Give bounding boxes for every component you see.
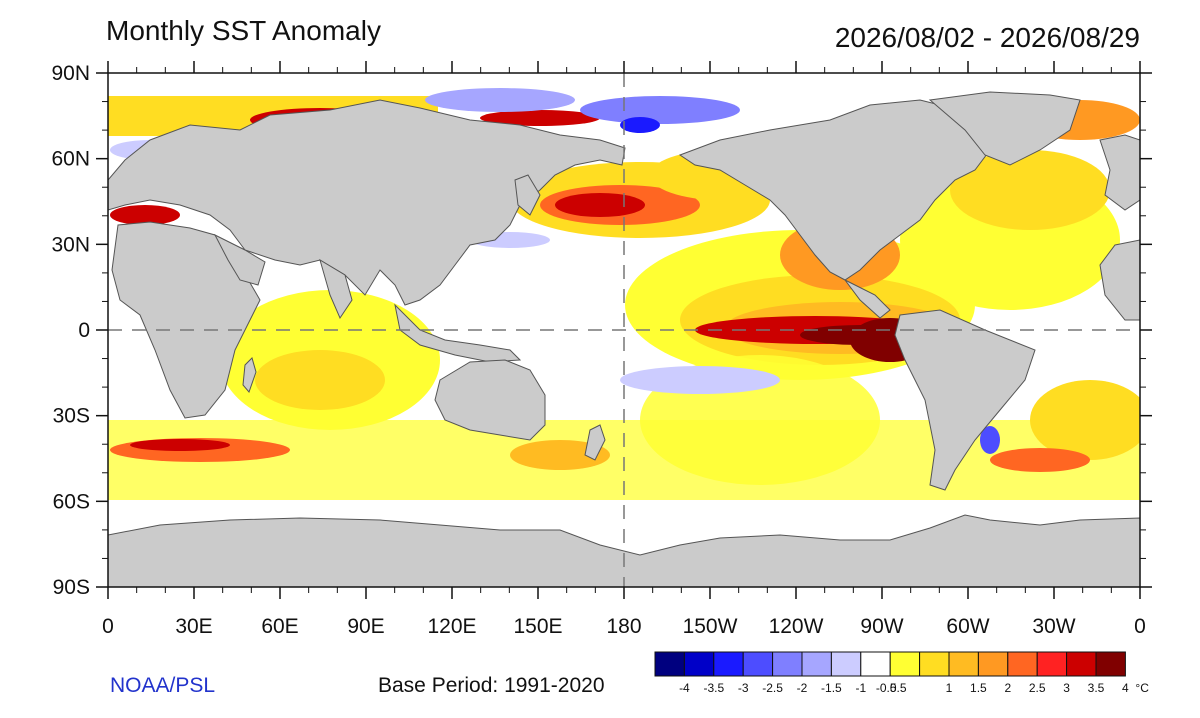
colorbar-tick-label: -3.5 xyxy=(703,681,724,695)
south-america-landmass xyxy=(894,309,1036,491)
warm-anomaly-region xyxy=(950,150,1110,230)
credit-label: NOAA/PSL xyxy=(110,674,215,697)
warm-anomaly-region xyxy=(480,110,600,126)
north-america-landmass xyxy=(678,99,991,281)
colorbar-tick-label: -1.5 xyxy=(821,681,842,695)
colorbar-tick-label: 0.5 xyxy=(890,681,907,695)
australia-landmass xyxy=(434,359,546,441)
madagascar-landmass xyxy=(242,357,257,393)
colorbar-swatch xyxy=(977,651,1009,677)
colorbar-swatch xyxy=(889,651,921,677)
cold-anomaly-region xyxy=(425,88,575,112)
colorbar-tick-label: 1 xyxy=(946,681,953,695)
antarctica-landmass xyxy=(108,514,1140,587)
central-america-landmass xyxy=(844,279,891,319)
base-period-label: Base Period: 1991-2020 xyxy=(378,674,605,697)
colorbar-swatch xyxy=(860,651,891,677)
lon-tick-label: 150W xyxy=(683,615,738,638)
warm-anomaly-region xyxy=(555,193,645,217)
colorbar-swatch xyxy=(683,651,715,677)
colorbar-tick-label: 1.5 xyxy=(970,681,987,695)
colorbar-swatch xyxy=(654,651,685,677)
colorbar-swatch xyxy=(1036,651,1068,677)
lat-tick-label: 90N xyxy=(51,62,90,85)
lat-tick-label: 60S xyxy=(53,490,90,513)
japan-landmass xyxy=(514,174,541,216)
lat-tick-label: 90S xyxy=(53,576,90,599)
lat-tick-label: 60N xyxy=(51,148,90,171)
colorbar-swatch xyxy=(772,651,803,677)
landmasses xyxy=(108,91,1140,587)
lon-tick-label: 90E xyxy=(347,615,384,638)
colorbar-tick-label: 3.5 xyxy=(1088,681,1105,695)
west-africa-landmass xyxy=(1099,239,1140,321)
india-landmass xyxy=(319,258,353,320)
lat-tick-label: 30S xyxy=(53,405,90,428)
colorbar-tick-label: -0.5 xyxy=(876,681,897,695)
warm-anomaly-region xyxy=(510,440,610,470)
lon-tick-label: 30W xyxy=(1032,615,1075,638)
colorbar-tick-label: 2 xyxy=(1004,681,1011,695)
date-range: 2026/08/02 - 2026/08/29 xyxy=(835,22,1140,53)
colorbar-swatch xyxy=(830,651,862,677)
arabia-landmass xyxy=(213,233,266,286)
lon-tick-label: 60E xyxy=(261,615,298,638)
colorbar-swatch xyxy=(948,651,979,677)
colorbar-swatch xyxy=(1095,651,1126,677)
warm-anomaly-region xyxy=(1030,380,1140,460)
colorbar-swatch xyxy=(1007,651,1038,677)
colorbar-swatch xyxy=(742,651,774,677)
colorbar-swatch xyxy=(1066,651,1097,677)
colorbar-swatch xyxy=(801,651,832,677)
lon-tick-label: 90W xyxy=(860,615,903,638)
lon-tick-label: 0 xyxy=(1134,615,1146,638)
lon-tick-label: 120W xyxy=(769,615,824,638)
lon-tick-label: 150E xyxy=(513,615,562,638)
anomaly-field xyxy=(108,88,1140,587)
warm-anomaly-region xyxy=(990,448,1090,472)
latitude-axis: 90N 60N 30N 0 30S 60S 90S xyxy=(51,62,1152,599)
colorbar-tick-label: 4 xyxy=(1122,681,1129,695)
cold-anomaly-region xyxy=(620,117,660,133)
lon-tick-label: 60W xyxy=(946,615,989,638)
warm-anomaly-region xyxy=(130,439,230,451)
greenland-landmass xyxy=(928,91,1081,166)
colorbar-tick-label: -3 xyxy=(738,681,749,695)
cold-anomaly-region xyxy=(620,366,780,394)
europe-west-landmass xyxy=(1099,134,1140,211)
lon-tick-label: 30E xyxy=(175,615,212,638)
lat-tick-label: 0 xyxy=(78,319,90,342)
lat-tick-label: 30N xyxy=(51,233,90,256)
warm-anomaly-region xyxy=(110,205,180,225)
lon-tick-label: 120E xyxy=(427,615,476,638)
cold-anomaly-region xyxy=(980,426,1000,454)
africa-landmass xyxy=(111,221,261,419)
colorbar-legend: -4 -3.5 -3 -2.5 -2 -1.5 -1 -0.50.5 1 1.5 2 2.5 3 3.5 4… xyxy=(654,651,1149,695)
map-title: Monthly SST Anomaly xyxy=(106,15,381,46)
warm-anomaly-region xyxy=(255,350,385,410)
colorbar-tick-label: 3 xyxy=(1063,681,1070,695)
colorbar-tick-label: -2 xyxy=(797,681,808,695)
colorbar-swatch xyxy=(919,651,950,677)
colorbar-swatch xyxy=(713,651,744,677)
eurasia-landmass xyxy=(108,99,626,306)
map-plot-area xyxy=(107,72,1141,588)
longitude-axis: 0 30E 60E 90E 120E 150E 180 150W 120W 90W 60W 30W 0 xyxy=(102,61,1146,638)
colorbar-tick-label: 2.5 xyxy=(1029,681,1046,695)
colorbar-tick-label: -1 xyxy=(855,681,866,695)
lon-tick-label: 0 xyxy=(102,615,114,638)
colorbar-tick-label: -4 xyxy=(679,681,690,695)
cold-anomaly-region xyxy=(580,96,740,124)
lon-tick-label: 180 xyxy=(606,615,641,638)
indonesia-landmass xyxy=(394,303,522,363)
colorbar-tick-label: -2.5 xyxy=(762,681,783,695)
colorbar-unit-label: °C xyxy=(1135,681,1149,695)
new-zealand-landmass xyxy=(584,424,606,461)
